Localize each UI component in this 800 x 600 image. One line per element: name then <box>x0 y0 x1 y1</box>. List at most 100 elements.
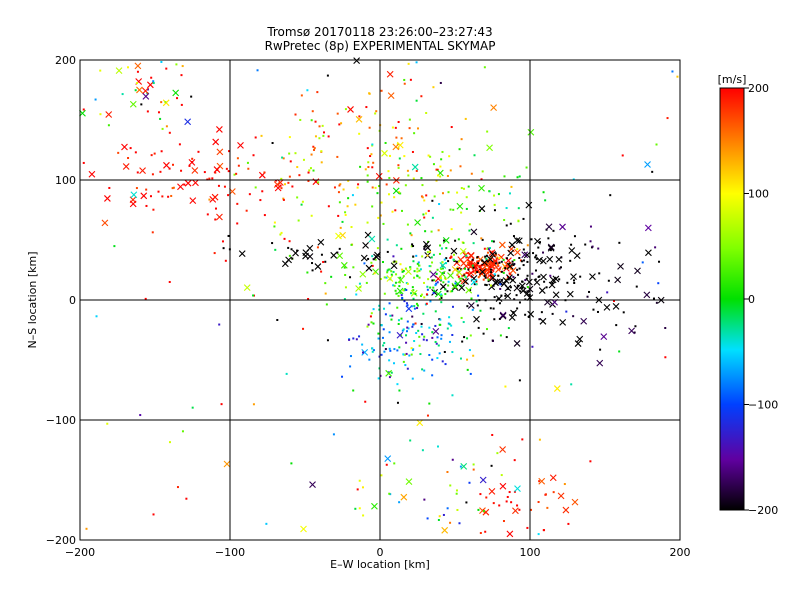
data-point-cross <box>213 166 221 173</box>
data-point-dot <box>388 331 391 334</box>
data-point-dot <box>416 274 419 277</box>
data-point-dot <box>410 347 413 350</box>
data-point-dot <box>165 125 168 128</box>
data-point-dot <box>402 289 405 292</box>
data-point-dot <box>404 353 407 356</box>
data-point-dot <box>419 294 422 297</box>
data-point-cross <box>340 261 348 269</box>
data-point-dot <box>540 311 543 314</box>
data-point-dot <box>393 284 396 287</box>
data-point-dot <box>510 264 513 267</box>
data-point-dot <box>400 334 403 337</box>
data-point-dot <box>377 185 380 188</box>
data-point-dot <box>306 89 309 92</box>
data-point-dot <box>298 174 301 177</box>
data-point-dot <box>291 185 294 188</box>
data-point-dot <box>438 323 441 326</box>
data-point-cross <box>368 235 376 243</box>
data-point-cross <box>330 251 338 259</box>
data-point-dot <box>191 157 194 160</box>
data-point-dot <box>473 283 476 286</box>
data-point-dot <box>372 322 375 325</box>
data-point-dot <box>485 496 488 499</box>
data-point-cross <box>538 287 546 294</box>
data-point-cross <box>470 228 478 236</box>
data-point-dot <box>134 89 137 92</box>
data-point-dot <box>572 279 575 282</box>
data-point-dot <box>432 292 435 295</box>
data-point-cross <box>486 144 493 152</box>
data-point-dot <box>495 257 498 260</box>
data-point-dot <box>504 294 507 297</box>
data-point-dot <box>347 179 350 182</box>
data-point-dot <box>476 270 479 273</box>
data-point-dot <box>322 261 325 264</box>
data-point-dot <box>371 143 374 146</box>
data-point-cross <box>514 485 521 493</box>
data-point-dot <box>409 439 412 442</box>
data-point-dot <box>254 186 257 189</box>
data-point-dot <box>421 255 424 258</box>
data-point-dot <box>371 264 374 267</box>
data-point-dot <box>395 136 398 139</box>
data-point-cross <box>104 195 111 202</box>
data-point-dot <box>537 246 540 249</box>
data-point-dot <box>380 201 383 204</box>
data-point-dot <box>274 248 277 251</box>
data-point-cross <box>576 335 584 343</box>
data-point-dot <box>406 320 409 323</box>
data-point-dot <box>151 173 154 176</box>
data-point-dot <box>404 364 407 367</box>
data-point-dot <box>515 294 518 297</box>
data-point-dot <box>314 135 317 138</box>
data-point-cross <box>451 266 459 273</box>
data-point-dot <box>460 277 463 280</box>
data-point-cross <box>547 243 555 251</box>
data-point-dot <box>203 171 206 174</box>
data-point-dot <box>394 281 397 284</box>
data-point-dot <box>472 242 475 245</box>
data-point-dot <box>391 314 394 317</box>
data-point-dot <box>489 268 492 271</box>
data-point-dot <box>358 479 361 482</box>
data-point-dot <box>525 166 528 169</box>
data-point-dot <box>441 267 444 270</box>
data-point-dot <box>337 191 340 194</box>
data-point-dot <box>406 326 409 329</box>
data-point-dot <box>518 379 521 382</box>
data-point-dot <box>289 160 292 163</box>
data-point-dot <box>412 289 415 292</box>
data-point-dot <box>655 301 658 304</box>
data-point-cross <box>392 187 400 195</box>
data-point-cross <box>456 202 464 210</box>
data-point-dot <box>280 231 283 234</box>
data-point-dot <box>176 486 179 489</box>
data-point-dot <box>465 276 468 279</box>
data-point-dot <box>461 340 464 343</box>
data-point-dot <box>420 95 423 98</box>
data-point-cross <box>470 278 478 286</box>
data-point-dot <box>447 191 450 194</box>
data-point-dot <box>607 279 610 282</box>
data-point-dot <box>379 214 382 217</box>
data-point-dot <box>439 175 442 178</box>
data-point-dot <box>416 304 419 307</box>
data-point-dot <box>436 336 439 339</box>
data-point-dot <box>376 247 379 250</box>
data-point-cross <box>347 106 354 113</box>
data-point-dot <box>403 300 406 303</box>
data-point-dot <box>499 283 502 286</box>
data-point-dot <box>444 363 447 366</box>
data-point-cross <box>355 115 363 123</box>
data-point-dot <box>436 357 439 360</box>
data-point-dot <box>491 433 494 436</box>
data-point-dot <box>145 188 148 191</box>
data-point-dot <box>666 117 669 120</box>
data-point-dot <box>397 164 400 167</box>
data-point-dot <box>494 252 497 255</box>
data-point-dot <box>369 315 372 318</box>
data-point-dot <box>467 185 470 188</box>
data-point-dot <box>566 281 569 284</box>
data-point-cross <box>603 303 611 311</box>
data-point-dot <box>313 147 316 150</box>
